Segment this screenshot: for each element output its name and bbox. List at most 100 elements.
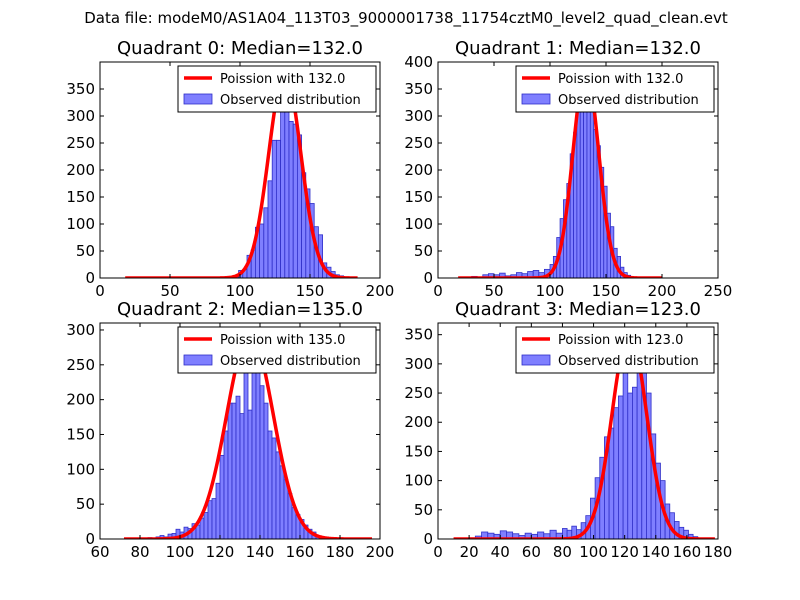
subplot-title: Quadrant 1: Median=132.0 (455, 38, 701, 59)
histogram-bar (275, 139, 281, 278)
x-tick-label: 150 (296, 282, 325, 300)
subplot-title: Quadrant 2: Median=135.0 (117, 299, 363, 320)
y-tick-label: 0 (85, 269, 95, 287)
x-tick-label: 100 (536, 282, 565, 300)
legend-line-label: Poission with 132.0 (558, 72, 683, 87)
y-tick-label: 50 (76, 495, 95, 513)
histogram-bar (207, 500, 213, 539)
histogram-bar (288, 121, 294, 278)
histogram-bar (593, 129, 598, 278)
legend-bar-label: Observed distribution (220, 93, 361, 108)
axes-frame (99, 322, 381, 540)
histogram-bar (223, 430, 229, 539)
legend-bar-swatch (521, 93, 551, 105)
poisson-fit-line (452, 330, 716, 539)
y-tick-label: 0 (423, 530, 433, 548)
x-tick-label: 50 (160, 282, 179, 300)
histogram-bars (468, 345, 699, 539)
histogram-bar (239, 413, 245, 539)
histogram-bar (271, 139, 277, 278)
y-tick-label: 100 (66, 460, 95, 478)
x-tick-label: 80 (553, 543, 572, 561)
histogram-bar (227, 402, 233, 539)
legend-line-label: Poission with 135.0 (220, 333, 345, 348)
figure-title: Data file: modeM0/AS1A04_113T03_90000017… (84, 9, 728, 28)
y-tick-label: 300 (66, 107, 95, 125)
y-tick-label: 350 (404, 326, 433, 344)
histogram-bar (251, 371, 257, 539)
histogram-bar (613, 407, 619, 539)
x-tick-label: 0 (433, 282, 443, 300)
histogram-bar (284, 99, 290, 278)
poisson-fit-line (124, 71, 359, 278)
x-tick-label: 60 (522, 543, 541, 561)
legend: Poission with 132.0 Observed distribution (177, 65, 377, 113)
histogram-bar (636, 363, 643, 539)
y-tick-label: 100 (66, 215, 95, 233)
y-tick-label: 200 (66, 391, 95, 409)
y-tick-label: 250 (404, 384, 433, 402)
x-tick-label: 0 (433, 543, 443, 561)
x-tick-label: 140 (246, 543, 275, 561)
histogram-bar (263, 402, 269, 539)
subplot-quadrant-3: 0 20 40 60 80 100 120 140 160 1800501001502002503… (404, 299, 732, 561)
x-tick-label: 250 (704, 282, 733, 300)
histogram-bar (622, 345, 629, 539)
subplot-quadrant-0: 0 50 100 150 200 0 50 100 150 200 250 300 350 Quadran… (66, 38, 394, 300)
y-tick-label: 0 (85, 530, 95, 548)
histogram-bar (275, 451, 281, 539)
x-tick-label: 40 (491, 543, 510, 561)
y-tick-label: 50 (76, 242, 95, 260)
subplot-title: Quadrant 3: Median=123.0 (455, 299, 701, 320)
x-tick-label: 200 (366, 543, 395, 561)
x-tick-label: 120 (206, 543, 235, 561)
x-tick-label: 20 (460, 543, 479, 561)
x-tick-label: 60 (90, 543, 109, 561)
y-tick-label: 250 (66, 356, 95, 374)
legend-bar-swatch (183, 93, 213, 105)
histogram-bar (231, 402, 237, 539)
histogram-bar (586, 83, 591, 278)
histogram-bar (618, 395, 624, 539)
histogram-bar (292, 123, 298, 278)
histogram-bar (267, 430, 273, 539)
y-tick-label: 350 (404, 80, 433, 98)
legend-bar-label: Observed distribution (558, 93, 699, 108)
x-tick-label: 50 (484, 282, 503, 300)
y-tick-label: 150 (404, 442, 433, 460)
y-tick-label: 250 (66, 134, 95, 152)
y-tick-label: 100 (404, 215, 433, 233)
y-tick-label: 200 (66, 161, 95, 179)
x-tick-label: 100 (166, 543, 195, 561)
histogram-bar (271, 437, 277, 539)
y-tick-label: 150 (66, 188, 95, 206)
subplot-title: Quadrant 0: Median=132.0 (117, 38, 363, 59)
legend-bar-label: Observed distribution (220, 354, 361, 369)
x-tick-label: 140 (641, 543, 670, 561)
y-tick-label: 300 (404, 107, 433, 125)
legend: Poission with 123.0 Observed distribution (515, 326, 715, 374)
x-tick-label: 80 (130, 543, 149, 561)
legend: Poission with 132.0 Observed distribution (515, 65, 715, 113)
y-tick-label: 350 (66, 80, 95, 98)
y-tick-label: 50 (414, 242, 433, 260)
y-tick-label: 400 (404, 53, 433, 71)
histogram-bar (632, 386, 638, 539)
x-tick-label: 180 (326, 543, 355, 561)
x-tick-label: 0 (95, 282, 105, 300)
poisson-fit-line (457, 68, 664, 278)
x-tick-label: 180 (704, 543, 733, 561)
y-tick-label: 250 (404, 134, 433, 152)
subplot-quadrant-1: 0 50 100 150 200 250 0 50 100 150 200 250 300 350 400 Q… (404, 38, 732, 300)
y-tick-label: 200 (404, 413, 433, 431)
x-tick-label: 200 (366, 282, 395, 300)
x-tick-label: 100 (226, 282, 255, 300)
histogram-bar (259, 385, 265, 539)
histogram-bar (608, 427, 615, 539)
legend-bar-swatch (521, 354, 551, 366)
y-tick-label: 200 (404, 161, 433, 179)
histogram-bar (247, 409, 253, 539)
legend-line-label: Poission with 132.0 (220, 72, 345, 87)
histogram-bar (219, 454, 225, 539)
